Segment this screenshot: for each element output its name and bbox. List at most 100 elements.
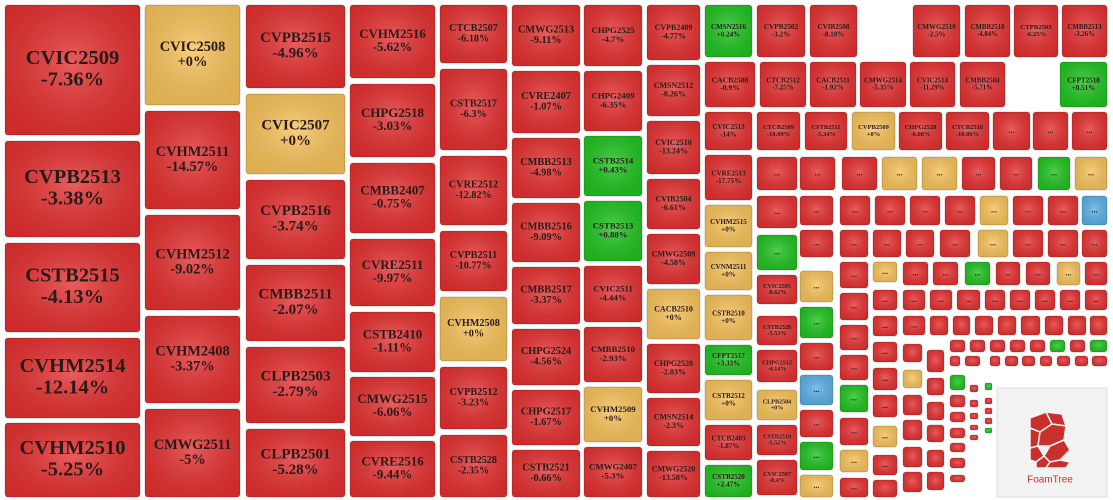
collapsed-shade bbox=[800, 442, 833, 470]
cell-label: CMWG2514 bbox=[864, 76, 903, 84]
collapsed-label: ... bbox=[851, 301, 857, 310]
collapsed-cell: ... bbox=[1056, 261, 1081, 286]
cell: CMWG2515-6.06% bbox=[349, 376, 436, 437]
collapsed-cell bbox=[1089, 315, 1108, 336]
collapsed-shade bbox=[957, 290, 980, 310]
cell-label: CVPB2511 bbox=[450, 250, 498, 261]
cell-value-label: -2.79% bbox=[272, 384, 318, 400]
collapsed-cell: ... bbox=[977, 229, 1009, 258]
cell: CTCB2512-7.25% bbox=[759, 61, 807, 108]
collapsed-label: ... bbox=[882, 347, 888, 356]
collapsed-shade bbox=[873, 426, 897, 447]
cell-shade bbox=[705, 425, 752, 460]
cell-label: CMBB2510 bbox=[591, 344, 636, 354]
cell-label: CTPB2503 bbox=[1020, 24, 1052, 31]
collapsed-cell: ... bbox=[839, 229, 869, 258]
collapsed-shade bbox=[1090, 340, 1107, 352]
cell-shade bbox=[647, 398, 700, 446]
collapsed-shade bbox=[933, 262, 958, 285]
collapsed-label: ... bbox=[882, 401, 888, 410]
collapsed-shade bbox=[800, 410, 833, 437]
collapsed-cell bbox=[974, 315, 994, 336]
collapsed-shade bbox=[970, 413, 978, 419]
cell: CMBB2504-5.71% bbox=[959, 61, 1006, 108]
collapsed-shade bbox=[950, 375, 965, 390]
cell-shade bbox=[584, 387, 642, 442]
cell: CMWG2509-4.58% bbox=[646, 233, 701, 285]
collapsed-label: ... bbox=[814, 418, 820, 427]
collapsed-shade bbox=[970, 425, 978, 430]
collapsed-shade bbox=[1070, 340, 1085, 352]
cell-label: CLPB2501 bbox=[260, 447, 330, 463]
collapsed-cell bbox=[984, 427, 993, 434]
cell-label: CSTB2513 bbox=[593, 220, 634, 230]
collapsed-label: ... bbox=[1060, 238, 1066, 247]
cell-value-label: -2.07% bbox=[272, 302, 318, 318]
cell-value-label: -5.34% bbox=[816, 131, 836, 138]
cell-value-label: -7.25% bbox=[772, 84, 794, 92]
collapsed-shade bbox=[930, 316, 948, 335]
collapsed-shade bbox=[882, 157, 917, 190]
cell-value-label: -10.77% bbox=[455, 261, 492, 272]
cell-shade bbox=[246, 429, 345, 497]
cell-shade bbox=[145, 111, 240, 209]
collapsed-shade bbox=[1072, 112, 1107, 150]
collapsed-shade bbox=[840, 230, 868, 257]
cell-label: CTCB2507 bbox=[449, 23, 498, 34]
collapsed-shade bbox=[757, 235, 797, 270]
cell: CVPB2511-10.77% bbox=[439, 230, 508, 292]
cell-value-label: -9.09% bbox=[530, 232, 562, 243]
cell-shade bbox=[647, 289, 700, 339]
collapsed-shade bbox=[922, 157, 957, 190]
collapsed-label: ... bbox=[1048, 126, 1054, 135]
collapsed-shade bbox=[927, 425, 944, 442]
cell-label: CVRE2512 bbox=[449, 180, 498, 191]
cell: CVRE2407-1.07% bbox=[511, 70, 581, 134]
collapsed-shade bbox=[757, 157, 797, 190]
collapsed-cell: ... bbox=[1012, 195, 1044, 226]
cell-label: CHPG2524 bbox=[521, 346, 571, 357]
collapsed-shade bbox=[840, 196, 870, 225]
collapsed-cell bbox=[969, 399, 979, 408]
collapsed-cell: ... bbox=[1025, 261, 1051, 286]
cell-value-label: -12.82% bbox=[455, 190, 492, 201]
cell: CMBB2511-2.07% bbox=[245, 264, 346, 342]
cell: CMBB2510-2.93% bbox=[583, 326, 643, 383]
cell-value-label: -6.08% bbox=[910, 131, 930, 138]
collapsed-cell bbox=[949, 339, 966, 353]
cell-value-label: -5.52% bbox=[768, 441, 787, 447]
collapsed-cell: ... bbox=[872, 341, 898, 363]
cell-shade bbox=[647, 451, 700, 497]
collapsed-cell bbox=[989, 339, 1006, 353]
cell-value-label: -4.56% bbox=[530, 357, 562, 368]
cell-label: CHPG2518 bbox=[361, 106, 425, 120]
cell-shade bbox=[512, 329, 580, 385]
collapsed-shade bbox=[962, 157, 995, 190]
collapsed-shade bbox=[985, 428, 992, 433]
cell-shade bbox=[440, 367, 507, 429]
collapsed-shade bbox=[930, 290, 952, 310]
collapsed-cell: ... bbox=[956, 289, 981, 311]
cell-shade bbox=[584, 266, 642, 322]
collapsed-cell bbox=[902, 419, 923, 441]
cell-shade bbox=[440, 69, 507, 150]
cell-value-label: -0.26% bbox=[661, 90, 686, 99]
collapsed-shade bbox=[996, 262, 1020, 285]
collapsed-cell: ... bbox=[799, 474, 834, 498]
collapsed-shade bbox=[1085, 262, 1107, 285]
cell-label: CVHM2514 bbox=[20, 355, 126, 377]
collapsed-cell: ... bbox=[1084, 289, 1108, 311]
collapsed-label: ... bbox=[882, 321, 888, 330]
cell-value-label: -13.58% bbox=[659, 473, 688, 482]
cell-value-label: -9.97% bbox=[373, 271, 413, 285]
collapsed-label: ... bbox=[1093, 268, 1099, 277]
collapsed-shade bbox=[873, 455, 897, 475]
collapsed-shade bbox=[1060, 290, 1080, 310]
cell-value-label: -1.87% bbox=[718, 442, 740, 450]
collapsed-cell bbox=[969, 434, 979, 441]
cell: CFPT2518+0.51% bbox=[1059, 61, 1108, 108]
collapsed-cell: ... bbox=[939, 229, 971, 258]
collapsed-label: ... bbox=[814, 238, 820, 247]
collapsed-label: ... bbox=[1017, 295, 1023, 304]
cell-shade bbox=[350, 163, 435, 233]
